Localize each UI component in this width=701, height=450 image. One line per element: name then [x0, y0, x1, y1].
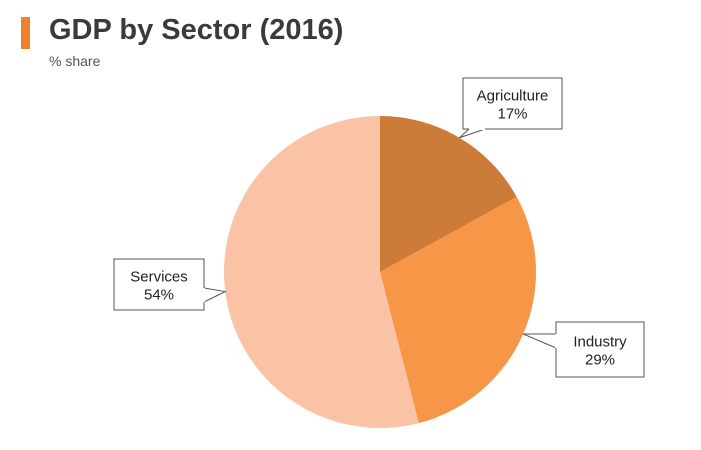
callout-box — [462, 77, 563, 130]
callout-pointer — [459, 128, 486, 139]
slice-value-label: 29% — [585, 352, 615, 369]
slice-name-label: Industry — [573, 334, 627, 351]
slice-name-label: Agriculture — [477, 88, 549, 105]
pie-slice-agriculture — [380, 116, 517, 272]
title-accent-bar — [21, 17, 30, 49]
slice-value-label: 17% — [497, 106, 527, 123]
slice-name-label: Services — [130, 269, 188, 286]
slice-value-label: 54% — [144, 287, 174, 304]
pie-slice-services — [224, 116, 419, 428]
chart-title: GDP by Sector (2016) — [49, 14, 344, 46]
chart-subtitle: % share — [49, 53, 101, 69]
callout-pointer — [522, 333, 557, 349]
callout-pointer — [203, 287, 227, 303]
pie-slice-industry — [380, 196, 536, 424]
callout-box — [113, 258, 205, 311]
callout-box — [555, 321, 645, 378]
pie-slices — [224, 116, 536, 428]
